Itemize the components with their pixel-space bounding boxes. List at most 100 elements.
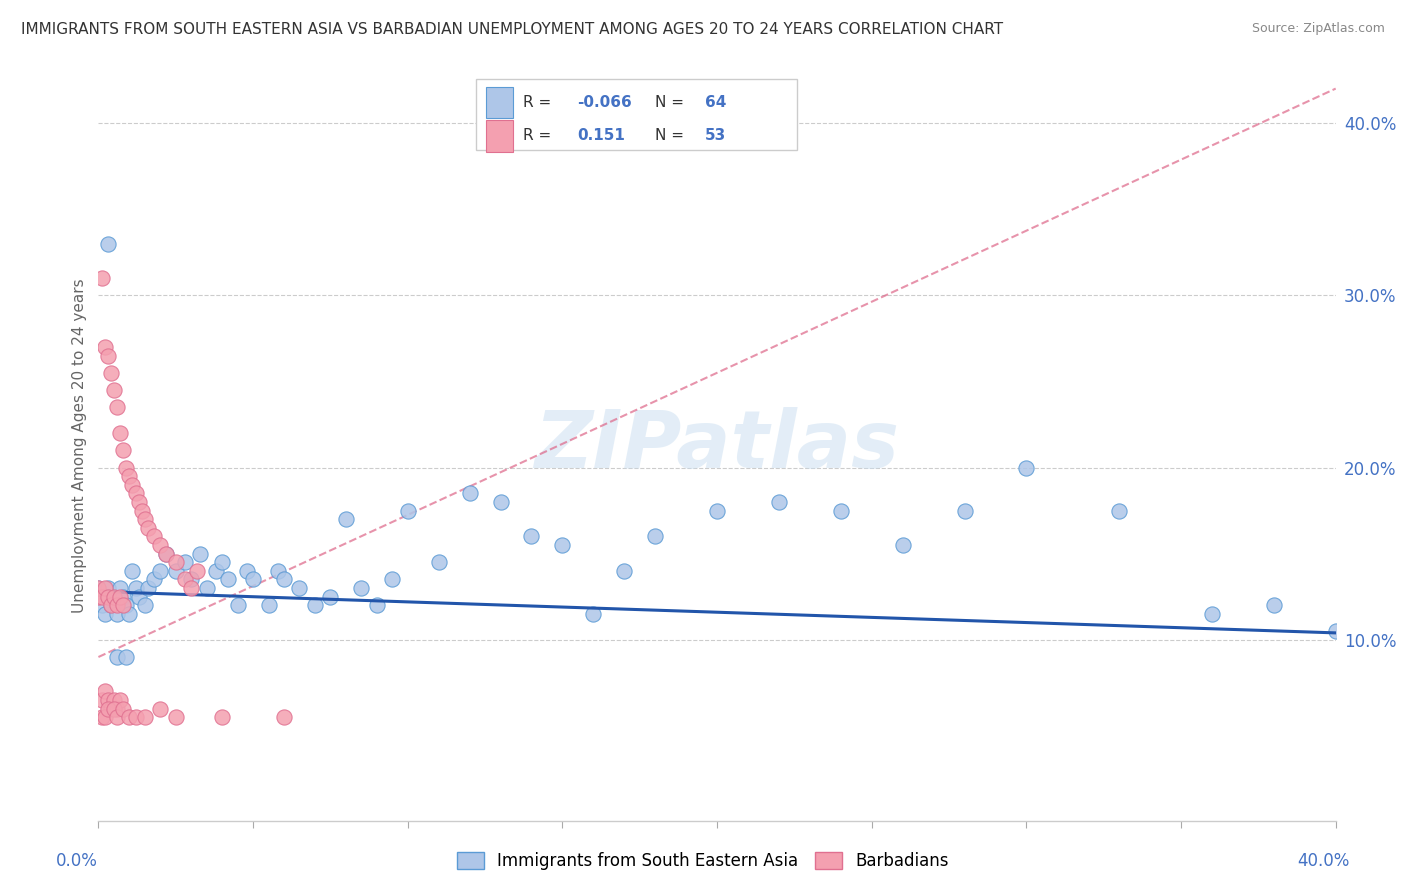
Point bbox=[319, 590, 342, 604]
Point bbox=[115, 599, 138, 613]
Point bbox=[97, 693, 120, 707]
Point bbox=[273, 710, 295, 724]
Point bbox=[112, 443, 135, 458]
Point bbox=[1201, 607, 1223, 621]
Point bbox=[190, 547, 212, 561]
Point bbox=[288, 581, 311, 595]
Point bbox=[115, 460, 138, 475]
Text: 0.151: 0.151 bbox=[578, 128, 626, 144]
Point bbox=[90, 710, 112, 724]
Text: 64: 64 bbox=[704, 95, 725, 110]
Text: N =: N = bbox=[655, 128, 689, 144]
Point bbox=[93, 340, 115, 354]
Point bbox=[381, 573, 404, 587]
Point bbox=[236, 564, 259, 578]
Point bbox=[128, 590, 150, 604]
Point bbox=[174, 573, 197, 587]
Point bbox=[155, 547, 177, 561]
Point bbox=[124, 486, 146, 500]
Point bbox=[97, 701, 120, 715]
Text: 0.0%: 0.0% bbox=[56, 852, 98, 870]
Point bbox=[100, 366, 122, 380]
Point bbox=[90, 271, 112, 285]
Point bbox=[97, 581, 120, 595]
Point bbox=[105, 701, 128, 715]
Point bbox=[100, 599, 122, 613]
Point bbox=[121, 564, 143, 578]
Point bbox=[136, 581, 159, 595]
Point bbox=[143, 529, 166, 543]
Point bbox=[149, 701, 172, 715]
Point bbox=[103, 590, 125, 604]
Point bbox=[551, 538, 574, 552]
Point bbox=[520, 529, 543, 543]
Point bbox=[706, 503, 728, 517]
Point bbox=[257, 599, 280, 613]
Point bbox=[103, 701, 125, 715]
FancyBboxPatch shape bbox=[475, 78, 797, 150]
Point bbox=[891, 538, 914, 552]
Point bbox=[87, 590, 110, 604]
Point bbox=[112, 590, 135, 604]
Y-axis label: Unemployment Among Ages 20 to 24 years: Unemployment Among Ages 20 to 24 years bbox=[72, 278, 87, 614]
Text: R =: R = bbox=[523, 95, 555, 110]
Point bbox=[115, 650, 138, 665]
Point bbox=[105, 599, 128, 613]
Point bbox=[105, 710, 128, 724]
Bar bbox=[485, 87, 513, 118]
Point bbox=[217, 573, 239, 587]
Point bbox=[87, 581, 110, 595]
Point bbox=[128, 495, 150, 509]
Point bbox=[93, 607, 115, 621]
Point bbox=[90, 590, 112, 604]
Point bbox=[112, 701, 135, 715]
Point bbox=[186, 564, 208, 578]
Text: R =: R = bbox=[523, 128, 555, 144]
Point bbox=[108, 581, 131, 595]
Point bbox=[267, 564, 290, 578]
Point bbox=[100, 599, 122, 613]
Point bbox=[134, 710, 156, 724]
Point bbox=[118, 607, 141, 621]
Point bbox=[121, 477, 143, 491]
Point bbox=[97, 349, 120, 363]
Text: N =: N = bbox=[655, 95, 689, 110]
Point bbox=[1108, 503, 1130, 517]
Point bbox=[242, 573, 264, 587]
Point bbox=[136, 521, 159, 535]
Point bbox=[103, 693, 125, 707]
Point bbox=[1015, 460, 1038, 475]
Point bbox=[105, 607, 128, 621]
Point bbox=[143, 573, 166, 587]
Point bbox=[396, 503, 419, 517]
Point bbox=[174, 555, 197, 569]
Point bbox=[953, 503, 976, 517]
Point bbox=[97, 236, 120, 251]
Point bbox=[644, 529, 666, 543]
Legend: Immigrants from South Eastern Asia, Barbadians: Immigrants from South Eastern Asia, Barb… bbox=[457, 852, 949, 871]
Text: 40.0%: 40.0% bbox=[1298, 852, 1350, 870]
Point bbox=[108, 590, 131, 604]
Point bbox=[180, 573, 202, 587]
Text: Source: ZipAtlas.com: Source: ZipAtlas.com bbox=[1251, 22, 1385, 36]
Point bbox=[165, 564, 187, 578]
Point bbox=[97, 590, 120, 604]
Point bbox=[226, 599, 249, 613]
Point bbox=[1263, 599, 1285, 613]
Point bbox=[582, 607, 605, 621]
Point bbox=[613, 564, 636, 578]
Point bbox=[124, 581, 146, 595]
Point bbox=[335, 512, 357, 526]
Point bbox=[93, 710, 115, 724]
Point bbox=[112, 599, 135, 613]
Point bbox=[366, 599, 388, 613]
Point bbox=[830, 503, 852, 517]
Point bbox=[131, 503, 153, 517]
Point bbox=[118, 710, 141, 724]
Point bbox=[90, 693, 112, 707]
Point bbox=[134, 512, 156, 526]
Point bbox=[87, 581, 110, 595]
Point bbox=[427, 555, 450, 569]
Point bbox=[108, 426, 131, 441]
Point bbox=[90, 599, 112, 613]
